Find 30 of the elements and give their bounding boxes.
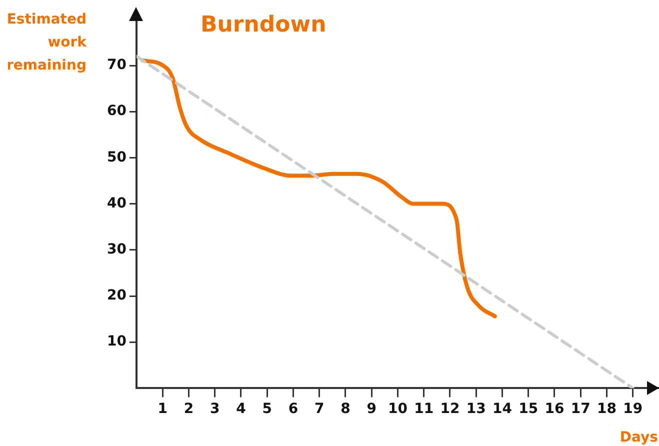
x-tick-label: 1 [158, 401, 168, 418]
x-tick-label: 4 [236, 401, 246, 418]
x-tick-label: 11 [414, 401, 434, 418]
y-axis-title: Estimated work remaining [6, 12, 88, 74]
y-tick-label: 60 [107, 103, 127, 120]
y-tick-label: 70 [107, 57, 127, 74]
y-tick-label: 30 [107, 242, 127, 258]
x-tick-label: 5 [262, 401, 272, 418]
x-tick-label: 12 [440, 401, 460, 418]
y-tick-label: 50 [107, 149, 127, 166]
x-tick-label: 3 [210, 401, 220, 418]
x-tick-label: 8 [340, 401, 350, 418]
y-tick-label: 10 [107, 334, 127, 350]
x-tick-label: 17 [570, 401, 590, 418]
x-tick-label: 9 [366, 401, 376, 418]
x-axis-title: Days [620, 430, 658, 446]
x-tick-label: 15 [518, 401, 538, 418]
x-tick-label: 19 [623, 401, 643, 418]
line-series [141, 58, 497, 318]
x-tick-label: 6 [288, 401, 298, 418]
x-tick-label: 18 [597, 401, 616, 418]
x-tick-label: 16 [544, 401, 564, 418]
x-tick-label: 10 [388, 401, 408, 418]
x-tick-label: 14 [492, 401, 512, 418]
x-tick-label: 2 [184, 401, 194, 418]
y-tick-label: 20 [107, 288, 127, 304]
chart-title: Burndown [200, 12, 326, 38]
y-tick-label: 40 [107, 195, 127, 212]
x-tick-label: 13 [466, 401, 486, 418]
x-tick-label: 7 [314, 401, 324, 418]
